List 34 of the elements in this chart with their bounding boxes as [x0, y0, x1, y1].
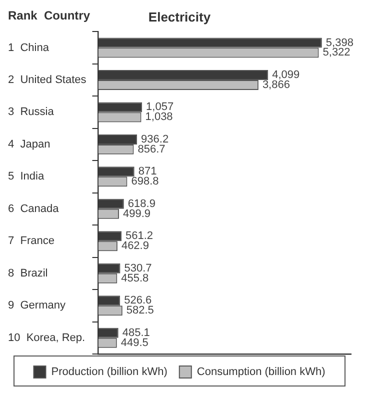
- data-label: 455.8: [121, 272, 149, 284]
- legend-label: Consumption (billion kWh): [196, 366, 326, 378]
- y-tick-label: 1 China: [8, 42, 50, 54]
- y-tick-label: 6 Canada: [8, 202, 60, 215]
- data-label: 485.1: [122, 326, 150, 339]
- data-label: 449.5: [120, 336, 148, 349]
- data-label: 462.9: [121, 240, 149, 252]
- data-label: 561.2: [126, 230, 154, 242]
- y-tick-label: 4 Japan: [8, 138, 50, 150]
- data-label: 5,398: [326, 36, 354, 49]
- data-label: 1,038: [145, 111, 173, 124]
- data-label: 530.7: [124, 262, 152, 274]
- data-label: 582.5: [126, 304, 154, 317]
- data-label: 5,322: [322, 46, 350, 59]
- data-label: 936.2: [141, 133, 169, 146]
- y-tick-label: 3 Russia: [8, 106, 55, 118]
- data-label: 856.7: [138, 143, 166, 156]
- y-tick-label: 7 France: [8, 235, 54, 248]
- y-axis-title: Rank Country: [8, 8, 90, 22]
- data-label: 618.9: [128, 198, 156, 210]
- y-tick-label: 8 Brazil: [8, 267, 48, 280]
- chart-title: Electricity: [148, 9, 212, 24]
- data-label: 4,099: [272, 68, 300, 81]
- data-label: 1,057: [146, 101, 174, 114]
- y-tick-label: 10 Korea, Rep.: [8, 332, 86, 344]
- data-label: 499.9: [122, 208, 151, 220]
- y-tick-label: 5 India: [8, 170, 45, 183]
- y-tick-label: 2 United States: [8, 74, 87, 86]
- legend-label: Production (billion kWh): [51, 366, 168, 378]
- data-label: 871: [138, 166, 157, 178]
- data-label: 3,866: [262, 78, 290, 91]
- y-tick-label: 9 Germany: [8, 300, 66, 312]
- data-label: 526.6: [124, 294, 152, 307]
- data-label: 698.8: [131, 176, 159, 188]
